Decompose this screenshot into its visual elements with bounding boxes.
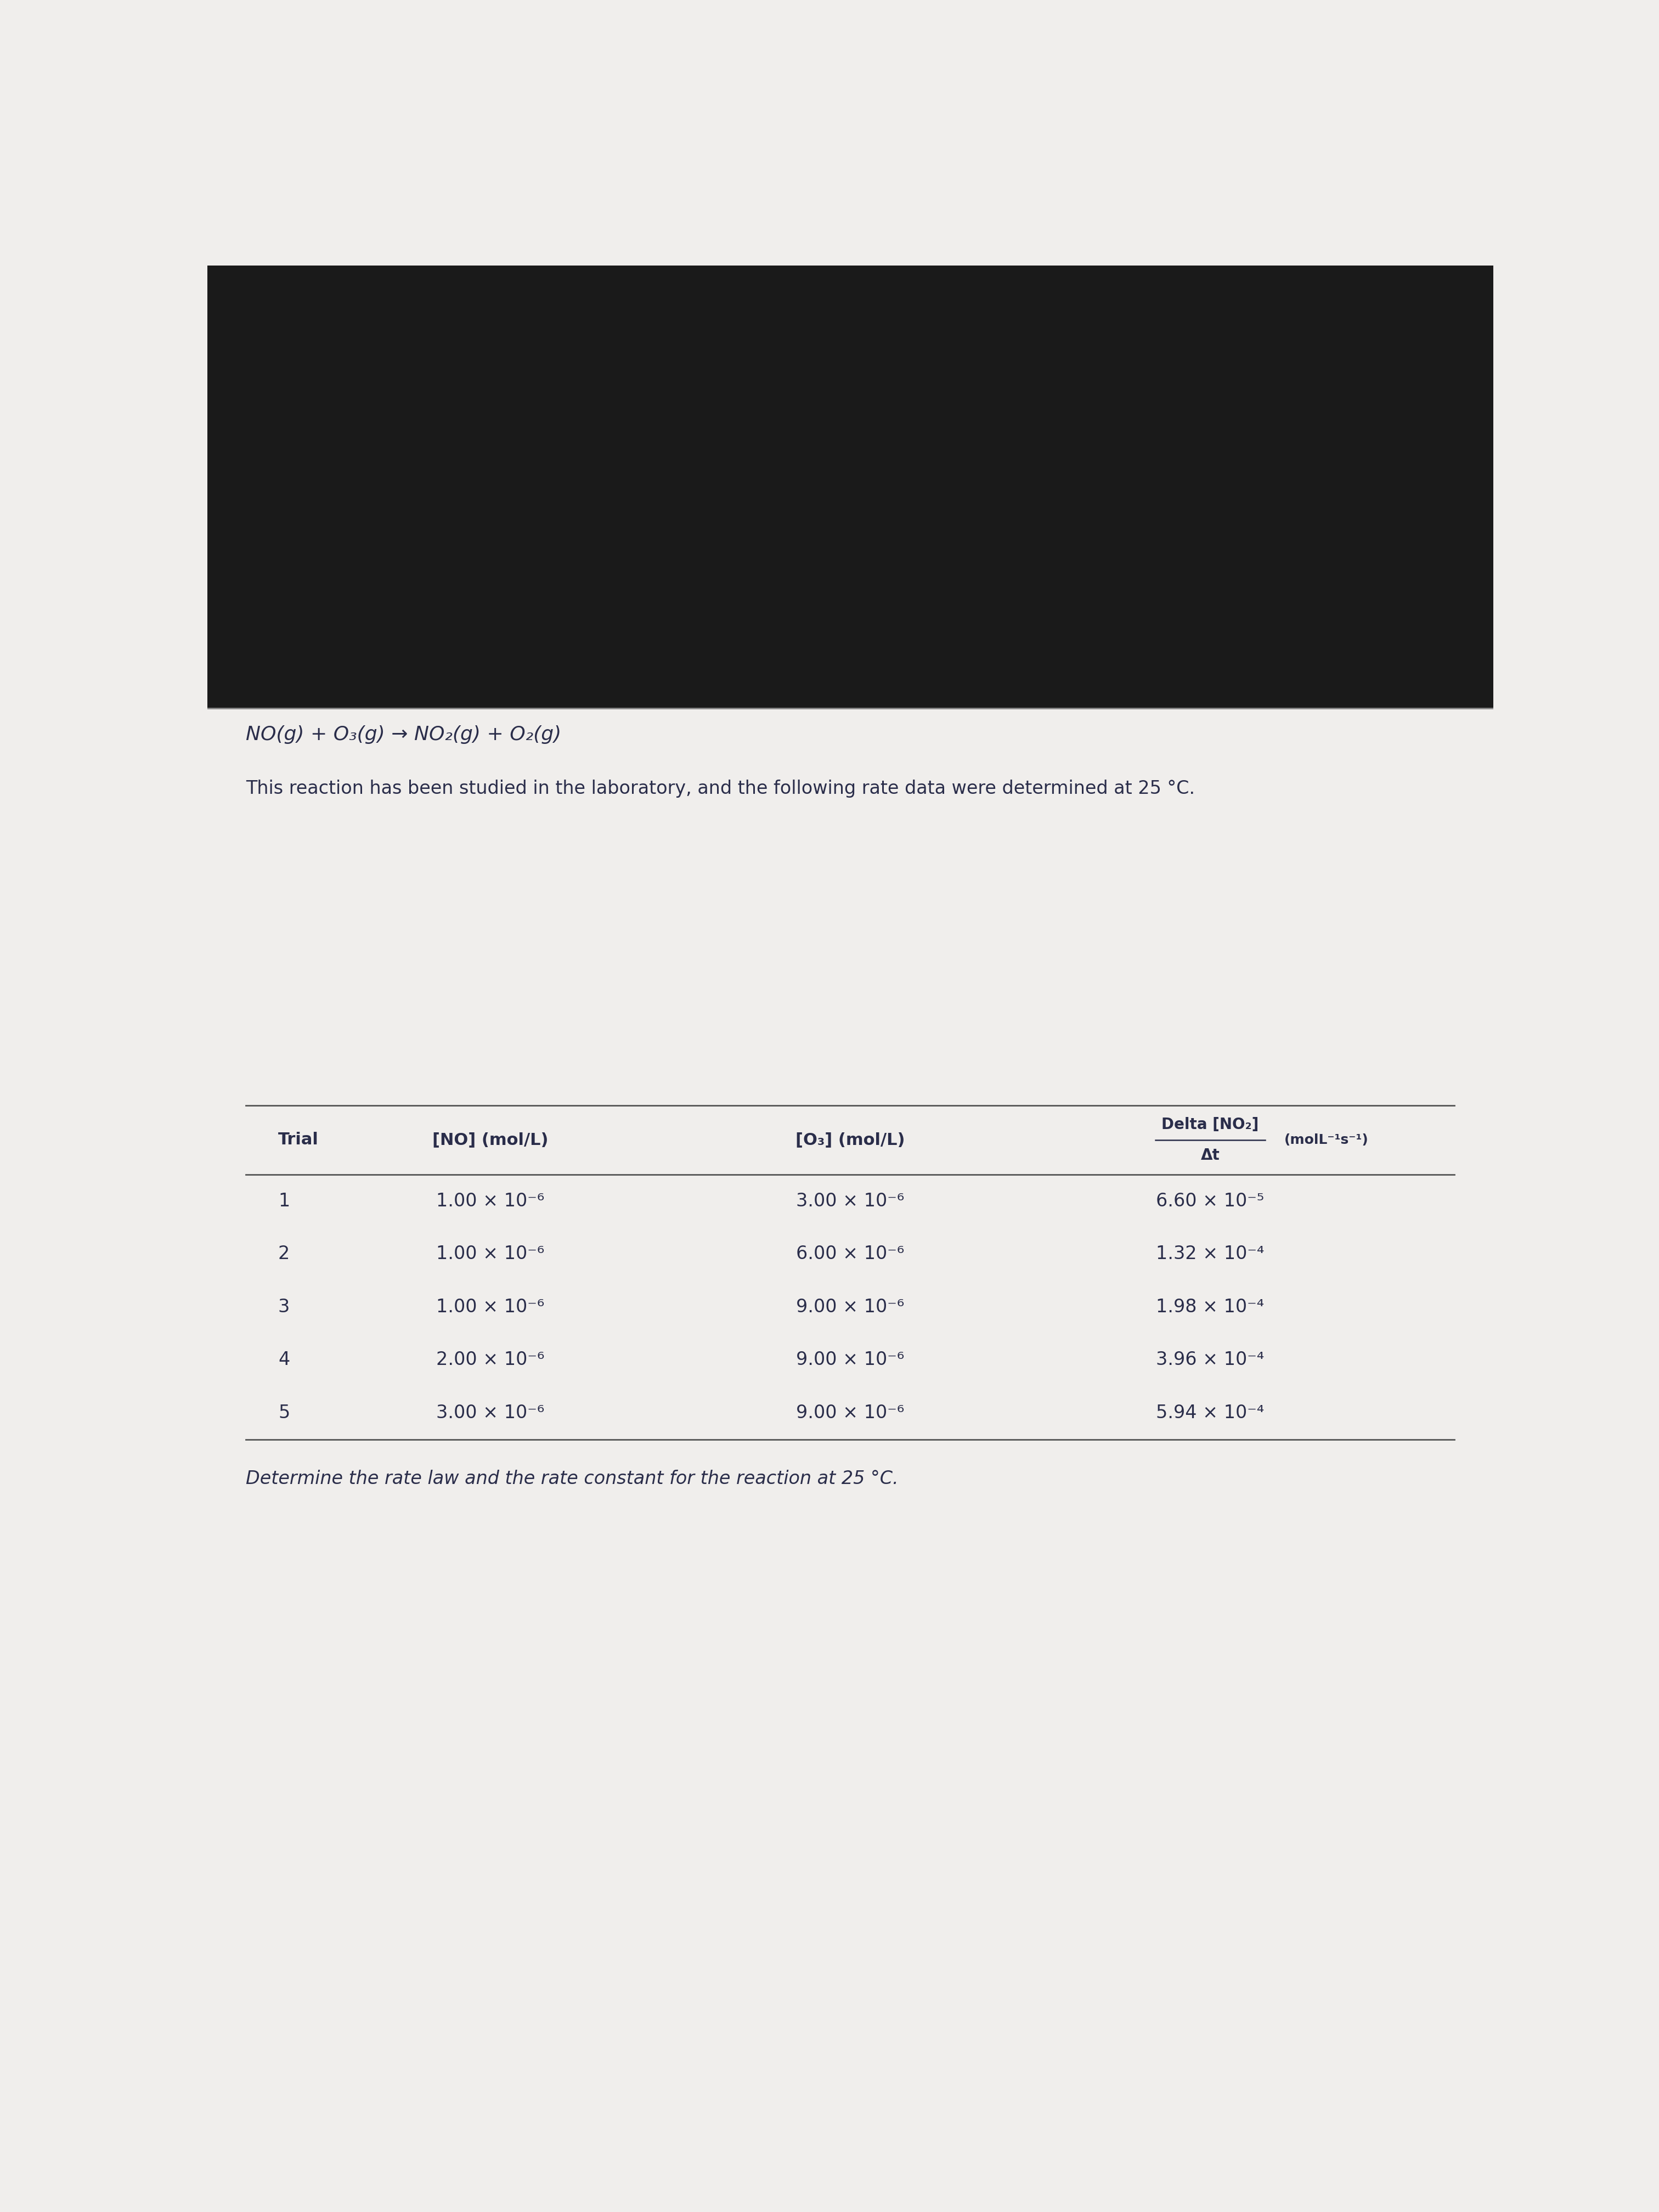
Text: 9.00 × 10⁻⁶: 9.00 × 10⁻⁶ <box>796 1298 904 1316</box>
Text: 5: 5 <box>279 1405 290 1422</box>
Text: [NO] (mol/L): [NO] (mol/L) <box>433 1133 547 1148</box>
Text: 6.00 × 10⁻⁶: 6.00 × 10⁻⁶ <box>796 1245 904 1263</box>
Text: 1.32 × 10⁻⁴: 1.32 × 10⁻⁴ <box>1156 1245 1264 1263</box>
Text: 9.00 × 10⁻⁶: 9.00 × 10⁻⁶ <box>796 1405 904 1422</box>
Text: 3.00 × 10⁻⁶: 3.00 × 10⁻⁶ <box>436 1405 544 1422</box>
Text: Δt: Δt <box>1201 1148 1219 1164</box>
Text: This reaction has been studied in the laboratory, and the following rate data we: This reaction has been studied in the la… <box>246 781 1194 799</box>
Text: 1.00 × 10⁻⁶: 1.00 × 10⁻⁶ <box>436 1298 544 1316</box>
Text: 3.96 × 10⁻⁴: 3.96 × 10⁻⁴ <box>1156 1352 1264 1369</box>
Text: 2: 2 <box>279 1245 290 1263</box>
Text: [O₃] (mol/L): [O₃] (mol/L) <box>796 1133 904 1148</box>
Text: (molL⁻¹s⁻¹): (molL⁻¹s⁻¹) <box>1284 1133 1369 1146</box>
Text: Delta [NO₂]: Delta [NO₂] <box>1161 1117 1259 1133</box>
FancyBboxPatch shape <box>207 708 1493 1969</box>
Text: 4: 4 <box>279 1352 290 1369</box>
Text: 5.94 × 10⁻⁴: 5.94 × 10⁻⁴ <box>1156 1405 1264 1422</box>
Text: 3.00 × 10⁻⁶: 3.00 × 10⁻⁶ <box>796 1192 904 1210</box>
Text: 3: 3 <box>279 1298 290 1316</box>
Text: 9.00 × 10⁻⁶: 9.00 × 10⁻⁶ <box>796 1352 904 1369</box>
Text: 1.00 × 10⁻⁶: 1.00 × 10⁻⁶ <box>436 1192 544 1210</box>
Text: 1.00 × 10⁻⁶: 1.00 × 10⁻⁶ <box>436 1245 544 1263</box>
Text: Trial: Trial <box>279 1133 319 1148</box>
Text: 1: 1 <box>279 1192 290 1210</box>
Text: 2.00 × 10⁻⁶: 2.00 × 10⁻⁶ <box>436 1352 544 1369</box>
Text: NO(g) + O₃(g) → NO₂(g) + O₂(g): NO(g) + O₃(g) → NO₂(g) + O₂(g) <box>246 726 561 743</box>
Text: 1.98 × 10⁻⁴: 1.98 × 10⁻⁴ <box>1156 1298 1264 1316</box>
Text: Determine the rate law and the rate constant for the reaction at 25 °C.: Determine the rate law and the rate cons… <box>246 1471 899 1489</box>
FancyBboxPatch shape <box>207 265 1493 708</box>
Text: 6.60 × 10⁻⁵: 6.60 × 10⁻⁵ <box>1156 1192 1264 1210</box>
